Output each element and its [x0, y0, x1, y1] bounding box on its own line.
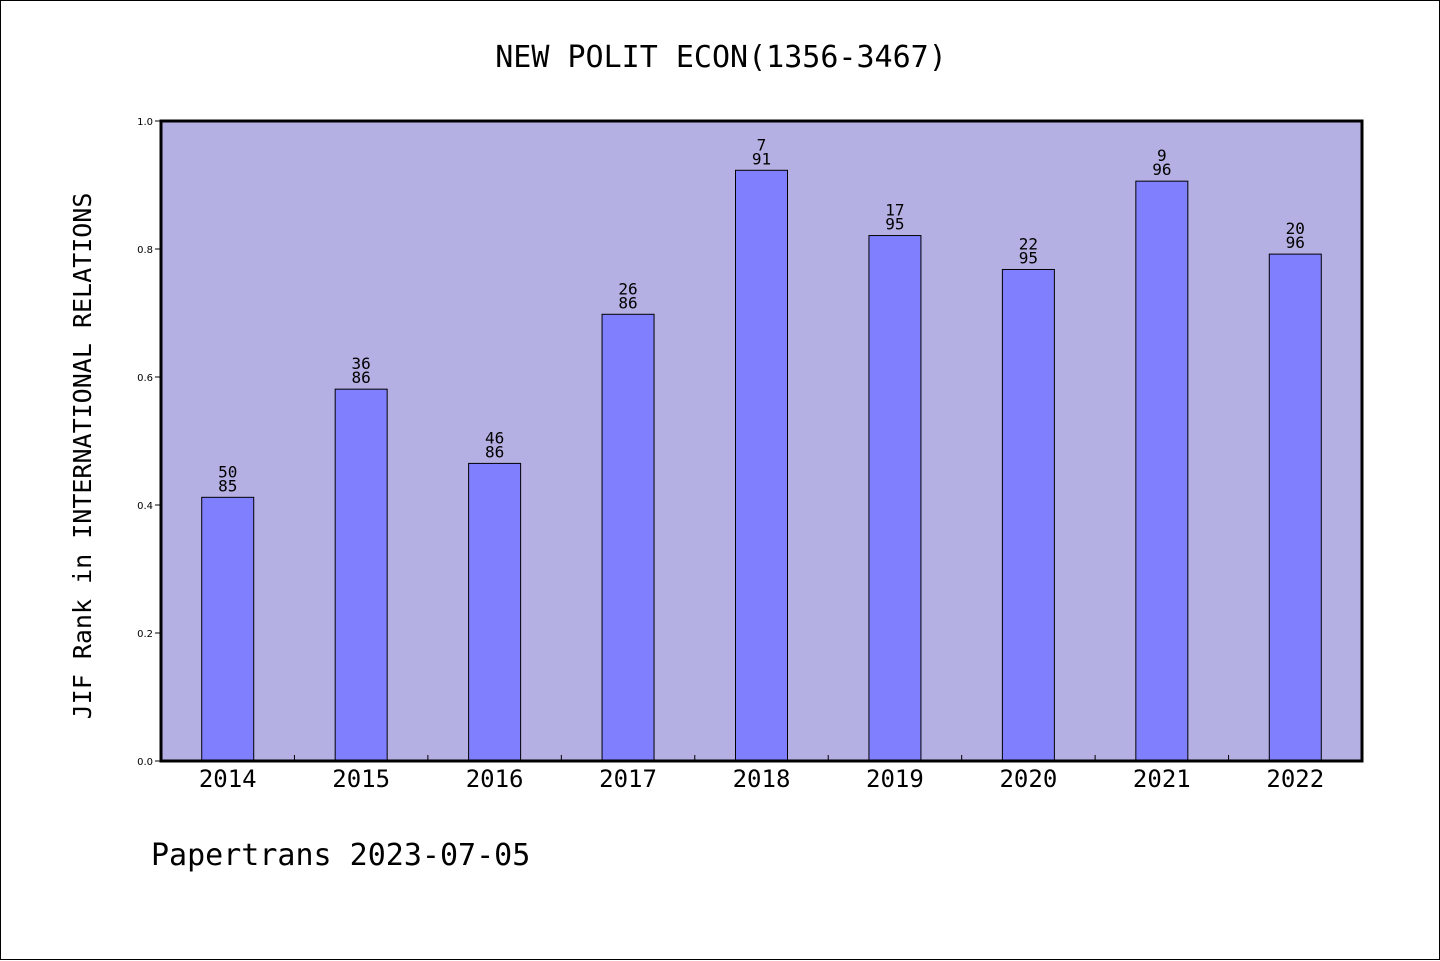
bar-total-label-2019: 95 — [885, 215, 904, 234]
bar-rank-label-2019: 17 — [885, 201, 904, 220]
bar-total-label-2016: 86 — [485, 442, 504, 461]
bar-2018 — [735, 169, 788, 762]
x-tick-label-2016: 2016 — [466, 765, 524, 793]
bar-rank-label-2022: 20 — [1286, 219, 1305, 238]
x-tick-label-2015: 2015 — [332, 765, 390, 793]
y-tick-label: 0.2 — [137, 629, 153, 640]
y-axis: 0.0 0.2 0.4 0.6 0.8 1.0 — [137, 117, 161, 768]
bar-2017 — [601, 313, 655, 762]
bar-rank-label-2017: 26 — [618, 279, 637, 298]
bar-total-label-2020: 95 — [1019, 248, 1038, 267]
bar-rank-label-2021: 9 — [1157, 146, 1167, 165]
bar-total-label-2021: 96 — [1152, 160, 1171, 179]
y-axis-label: JIF Rank in INTERNATIONAL RELATIONS — [68, 193, 97, 720]
bar-2016 — [468, 462, 522, 762]
bar-total-label-2022: 96 — [1286, 233, 1305, 252]
footer-credit: Papertrans 2023-07-05 — [151, 838, 530, 873]
bar-total-label-2018: 91 — [752, 149, 771, 168]
chart-title: NEW POLIT ECON(1356-3467) — [495, 40, 947, 75]
y-tick-label: 1.0 — [137, 117, 153, 128]
bar-rank-label-2015: 36 — [352, 354, 371, 373]
y-tick-label: 0.0 — [137, 757, 153, 768]
bar-2021 — [1135, 180, 1189, 762]
x-tick-label-2019: 2019 — [866, 765, 924, 793]
x-tick-label-2021: 2021 — [1133, 765, 1191, 793]
x-tick-label-2018: 2018 — [733, 765, 791, 793]
bar-rank-label-2018: 7 — [757, 135, 767, 154]
bar-rank-label-2014: 50 — [218, 462, 237, 481]
x-tick-label-2017: 2017 — [599, 765, 657, 793]
x-tick-label-2022: 2022 — [1266, 765, 1324, 793]
plot-border — [159, 119, 1364, 763]
bar-rank-label-2016: 46 — [485, 428, 504, 447]
bar-2019 — [868, 235, 922, 762]
bar-2014 — [201, 496, 255, 762]
bar-total-label-2017: 86 — [618, 293, 637, 312]
x-tick-label-2014: 2014 — [199, 765, 257, 793]
bar-2022 — [1268, 253, 1322, 762]
y-tick-label: 0.6 — [137, 373, 153, 384]
x-axis: 2014 2015 2016 2017 2018 2019 2020 2021 2022 — [199, 755, 1324, 793]
bar-total-label-2015: 86 — [352, 368, 371, 387]
bar-rank-label-2020: 22 — [1019, 234, 1038, 253]
y-tick-label: 0.4 — [137, 501, 153, 512]
y-tick-label: 0.8 — [137, 245, 153, 256]
bar-2020 — [1001, 268, 1055, 762]
x-tick-label-2020: 2020 — [999, 765, 1057, 793]
bar-2015 — [334, 388, 388, 762]
bar-total-label-2014: 85 — [218, 476, 237, 495]
